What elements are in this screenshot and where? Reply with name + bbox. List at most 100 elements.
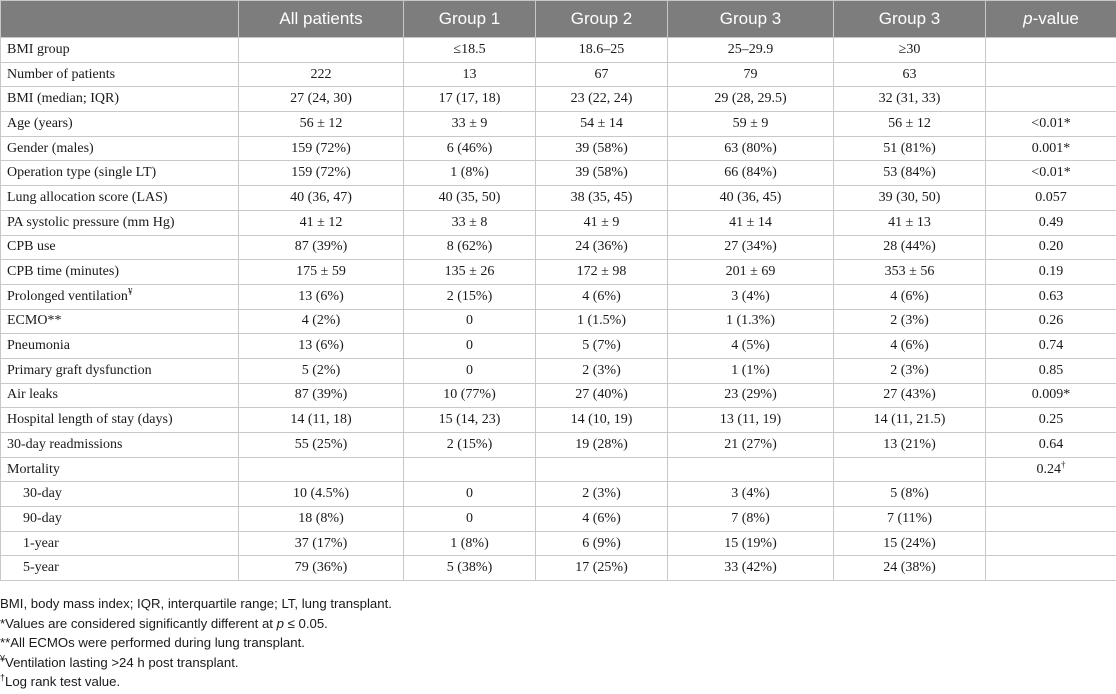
cell-group-3b: 27 (43%) <box>833 382 986 409</box>
cell-value: 41 ± 13 <box>888 214 931 230</box>
cell-value: 33 ± 8 <box>451 214 488 230</box>
cell-group-3b: ≥30 <box>833 37 986 63</box>
table-header-row: All patients Group 1 Group 2 Group 3 Gro… <box>0 0 1116 38</box>
row-label-text: 1-year <box>23 535 59 551</box>
footnote-abbreviations: BMI, body mass index; IQR, interquartile… <box>0 596 392 611</box>
footnote-vent-mark: ¥ <box>0 653 6 664</box>
row-label: ECMO** <box>0 308 239 335</box>
table-row: Gender (males) 159 (72%) 6 (46%) 39 (58%) 63… <box>0 135 1116 162</box>
cell-value: 201 ± 69 <box>725 264 776 280</box>
row-label-text: 5-year <box>23 560 59 576</box>
cell-value: 27 (43%) <box>883 387 936 403</box>
cell-group-3b: 63 <box>833 61 986 88</box>
row-label-text: 30-day <box>23 486 62 502</box>
cell-group-1: 0 <box>403 481 536 508</box>
cell-value: 15 (19%) <box>724 535 777 551</box>
cell-all-patients: 13 (6%) <box>238 333 404 359</box>
cell-value: 21 (27%) <box>724 436 777 452</box>
cell-value: 4 (2%) <box>301 313 341 329</box>
cell-value: 6 (46%) <box>446 140 493 156</box>
row-label: 1-year <box>0 530 239 557</box>
cell-group-3: 201 ± 69 <box>667 259 834 285</box>
cell-value: 15 (14, 23) <box>438 412 501 428</box>
cell-value: 67 <box>594 66 609 82</box>
cell-group-3: 3 (4%) <box>667 481 834 508</box>
row-label-text: Lung allocation score (LAS) <box>7 189 168 205</box>
cell-group-2: 2 (3%) <box>535 481 668 508</box>
cell-group-1: 0 <box>403 357 536 384</box>
row-label-mark: ¥ <box>127 286 133 297</box>
cell-all-patients: 87 (39%) <box>238 234 404 261</box>
cell-group-1: 1 (8%) <box>403 530 536 557</box>
footnote-log-mark: † <box>0 672 6 683</box>
cell-value: 5 (8%) <box>890 486 929 502</box>
cell-group-3b: 32 (31, 33) <box>833 86 986 113</box>
table-row: CPB time (minutes) 175 ± 59 135 ± 26 172 ± … <box>0 259 1116 285</box>
cell-value: 0.009* <box>1031 387 1071 403</box>
cell-all-patients <box>238 37 404 63</box>
row-label-text: 30-day readmissions <box>7 436 123 452</box>
cell-group-1: 17 (17, 18) <box>403 86 536 113</box>
cell-p-value: 0.009* <box>985 382 1116 409</box>
row-label: Lung allocation score (LAS) <box>0 185 239 211</box>
cell-value: 14 (11, 21.5) <box>873 412 946 428</box>
cell-value: 18.6–25 <box>578 41 625 57</box>
row-label: Hospital length of stay (days) <box>0 407 239 433</box>
row-label: Air leaks <box>0 382 239 409</box>
table-row: ECMO** 4 (2%) 0 1 (1.5%) 1 (1.3%) 2 (3%) 0.26 <box>0 308 1116 335</box>
header-group-3: Group 3 <box>667 0 834 38</box>
cell-group-3: 1 (1.3%) <box>667 308 834 335</box>
cell-group-3b: 39 (30, 50) <box>833 185 986 211</box>
cell-group-3: 66 (84%) <box>667 160 834 187</box>
cell-all-patients: 37 (17%) <box>238 530 404 557</box>
cell-value: 3 (4%) <box>731 486 770 502</box>
cell-value: 0.26 <box>1038 313 1064 329</box>
cell-value: 0.001* <box>1031 140 1071 156</box>
cell-p-value <box>985 61 1116 88</box>
cell-group-2: 41 ± 9 <box>535 209 668 236</box>
row-label-text: Mortality <box>7 461 60 477</box>
cell-value: 135 ± 26 <box>444 264 495 280</box>
cell-value: 56 ± 12 <box>299 115 343 131</box>
cell-group-1: 0 <box>403 308 536 335</box>
row-label-text: Prolonged ventilation <box>7 288 128 304</box>
cell-value: 17 (25%) <box>575 560 628 576</box>
cell-value: 27 (24, 30) <box>290 91 352 107</box>
cell-value: 87 (39%) <box>294 239 348 255</box>
row-label: PA systolic pressure (mm Hg) <box>0 209 239 236</box>
table-row: Operation type (single LT) 159 (72%) 1 (8%… <box>0 160 1116 187</box>
cell-value: 29 (28, 29.5) <box>714 91 787 107</box>
cell-group-1: 2 (15%) <box>403 283 536 310</box>
row-label-text: BMI (median; IQR) <box>7 91 119 107</box>
cell-group-3: 15 (19%) <box>667 530 834 557</box>
results-table: All patients Group 1 Group 2 Group 3 Gro… <box>0 0 1116 582</box>
cell-value: 41 ± 9 <box>583 214 620 230</box>
cell-p-value: 0.26 <box>985 308 1116 335</box>
cell-all-patients: 40 (36, 47) <box>238 185 404 211</box>
cell-group-2: 4 (6%) <box>535 506 668 532</box>
cell-group-2: 14 (10, 19) <box>535 407 668 433</box>
row-label: BMI (median; IQR) <box>0 86 239 113</box>
cell-value: 15 (24%) <box>883 535 936 551</box>
cell-group-3: 63 (80%) <box>667 135 834 162</box>
cell-group-1: 33 ± 9 <box>403 111 536 137</box>
cell-p-value: 0.25 <box>985 407 1116 433</box>
cell-value: 33 ± 9 <box>451 115 488 131</box>
cell-p-value <box>985 481 1116 508</box>
row-label-text: PA systolic pressure (mm Hg) <box>7 214 175 230</box>
cell-group-2: 19 (28%) <box>535 432 668 458</box>
row-label: Mortality <box>0 456 239 483</box>
cell-p-value <box>985 555 1116 582</box>
cell-group-1: ≤18.5 <box>403 37 536 63</box>
cell-value: 0 <box>466 486 473 502</box>
cell-value: 3 (4%) <box>731 288 770 304</box>
table-body: BMI group ≤18.5 18.6–25 25–29.9 ≥30 Number of… <box>0 37 1116 582</box>
cell-group-2: 38 (35, 45) <box>535 185 668 211</box>
row-label-text: Gender (males) <box>7 140 94 156</box>
header-blank <box>0 0 239 38</box>
cell-group-3: 79 <box>667 61 834 88</box>
table-row: Age (years) 56 ± 12 33 ± 9 54 ± 14 59 ± 9 56 … <box>0 111 1116 137</box>
cell-value: 1 (1.3%) <box>726 313 775 329</box>
cell-group-3: 13 (11, 19) <box>667 407 834 433</box>
table-row: 1-year 37 (17%) 1 (8%) 6 (9%) 15 (19%) 15 (24… <box>0 530 1116 557</box>
